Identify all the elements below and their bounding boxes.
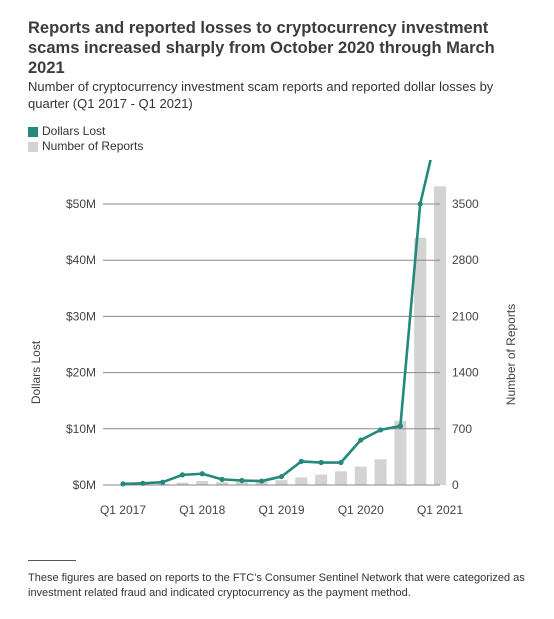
y-right-tick-0: 0	[452, 478, 459, 492]
y-left-tick-0: $0M	[73, 478, 96, 492]
legend: Dollars Lost Number of Reports	[28, 124, 143, 154]
legend-swatch-reports	[28, 141, 38, 152]
bar-reports-10	[315, 474, 328, 485]
y-right-tick-2: 1400	[452, 366, 479, 380]
point-dollars-6	[239, 477, 245, 484]
point-dollars-8	[278, 473, 285, 480]
y-left-tick-3: $30M	[66, 309, 96, 323]
bar-reports-6	[235, 481, 248, 485]
point-dollars-5	[219, 476, 225, 482]
bar-reports-9	[295, 477, 308, 485]
bar-reports-8	[275, 480, 288, 485]
legend-item-dollars: Dollars Lost	[28, 124, 143, 139]
footnote: These figures are based on reports to th…	[28, 572, 525, 599]
point-dollars-10	[318, 459, 324, 466]
legend-item-reports: Number of Reports	[28, 139, 143, 154]
line-dollars-lost	[122, 160, 432, 486]
y-right-axis-title: Number of Reports	[504, 304, 518, 405]
y-left-axis-title: Dollars Lost	[29, 340, 43, 404]
footnote-divider	[28, 560, 76, 561]
y-left-tick-1: $10M	[66, 422, 96, 436]
point-dollars-12	[358, 437, 364, 443]
bar-reports-16	[434, 186, 446, 485]
y-right-tick-5: 3500	[452, 197, 479, 211]
bar-reports-4	[196, 480, 209, 485]
legend-swatch-dollars	[28, 126, 38, 137]
x-tick-4: Q1 2018	[179, 503, 225, 517]
point-dollars-3	[179, 472, 186, 478]
point-dollars-2	[160, 479, 166, 485]
point-dollars-7	[259, 478, 265, 484]
point-dollars-1	[140, 480, 146, 486]
point-dollars-13	[377, 427, 384, 433]
y-right-tick-1: 700	[452, 422, 472, 436]
y-left-tick-5: $50M	[66, 197, 96, 211]
point-dollars-4	[199, 471, 205, 477]
bar-reports-12	[354, 466, 367, 485]
bar-reports-11	[334, 471, 347, 485]
x-tick-0: Q1 2017	[100, 503, 146, 517]
y-right-tick-4: 2800	[452, 253, 479, 267]
bar-reports-3	[176, 482, 189, 485]
point-dollars-14	[397, 423, 403, 429]
y-left-tick-4: $40M	[66, 253, 96, 267]
bar-reports-15	[414, 237, 427, 485]
bar-reports-5	[216, 482, 229, 485]
legend-label-dollars: Dollars Lost	[42, 124, 106, 138]
x-tick-16: Q1 2021	[417, 503, 463, 517]
point-dollars-9	[298, 458, 304, 464]
legend-label-reports: Number of Reports	[42, 139, 144, 153]
bar-reports-14	[394, 420, 407, 485]
chart-subtitle: Number of cryptocurrency investment scam…	[28, 79, 494, 111]
x-tick-8: Q1 2019	[258, 503, 304, 517]
point-dollars-15	[417, 201, 423, 207]
combo-chart: $0M 0 $10M 700 $20M 1400 $30M 2100 $40M 2800 $50M 3…	[29, 160, 518, 517]
y-left-tick-2: $20M	[66, 366, 96, 380]
point-dollars-0	[120, 481, 126, 487]
chart-title: Reports and reported losses to cryptocur…	[28, 19, 495, 77]
x-tick-12: Q1 2020	[338, 503, 384, 517]
point-dollars-11	[338, 459, 344, 466]
y-right-tick-3: 2100	[452, 309, 479, 323]
bar-reports-13	[374, 459, 387, 485]
